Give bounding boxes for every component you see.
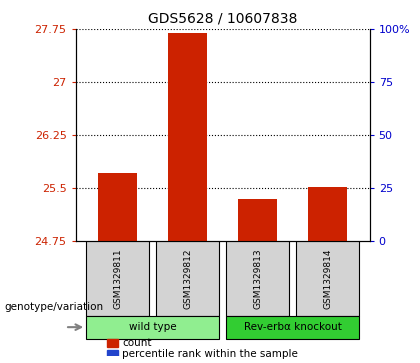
Text: GSM1329812: GSM1329812 <box>183 248 192 309</box>
Text: wild type: wild type <box>129 322 176 332</box>
Title: GDS5628 / 10607838: GDS5628 / 10607838 <box>148 11 297 25</box>
Bar <box>168 233 207 241</box>
Bar <box>168 33 207 241</box>
Bar <box>308 187 347 241</box>
Text: GSM1329811: GSM1329811 <box>113 248 122 309</box>
Bar <box>239 199 277 241</box>
Text: genotype/variation: genotype/variation <box>4 302 103 312</box>
Bar <box>86 316 219 339</box>
Bar <box>239 232 277 241</box>
Bar <box>86 241 149 316</box>
Bar <box>98 173 137 241</box>
Bar <box>226 316 359 339</box>
Bar <box>296 241 359 316</box>
Text: Rev-erbα knockout: Rev-erbα knockout <box>244 322 341 332</box>
Bar <box>98 234 137 241</box>
Bar <box>226 241 289 316</box>
Text: GSM1329813: GSM1329813 <box>253 248 262 309</box>
Text: GSM1329814: GSM1329814 <box>323 248 332 309</box>
Bar <box>107 350 118 358</box>
Bar <box>156 241 219 316</box>
Text: percentile rank within the sample: percentile rank within the sample <box>123 349 298 359</box>
Bar <box>308 233 347 241</box>
Bar <box>107 339 118 347</box>
Text: count: count <box>123 338 152 348</box>
